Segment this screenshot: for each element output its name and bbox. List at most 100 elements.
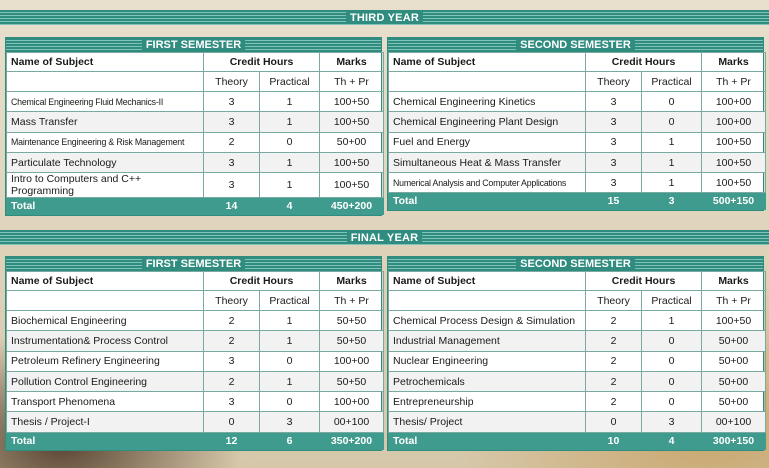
total-theory: 14	[203, 197, 260, 216]
marks-value: 50+00	[701, 391, 766, 413]
table-row: Instrumentation& Process Control 2 1 50+50	[6, 330, 384, 352]
theory-hours: 3	[585, 131, 642, 153]
total-marks: 500+150	[701, 192, 766, 211]
semester-panel-final-first: FIRST SEMESTER Name of Subject Credit Ho…	[5, 256, 384, 451]
table-subheader-row: Theory Practical Th + Pr	[388, 71, 766, 92]
table-row: Intro to Computers and C++ Programming 3 1…	[6, 172, 384, 199]
total-practical: 4	[641, 431, 702, 450]
practical-hours: 1	[641, 309, 702, 332]
theory-hours: 2	[585, 370, 642, 393]
subject-name: Instrumentation& Process Control	[6, 330, 204, 352]
table-row: Nuclear Engineering 2 0 50+00	[388, 350, 766, 372]
table-row: Numerical Analysis and Computer Applicat…	[388, 172, 766, 194]
practical-hours: 0	[641, 111, 702, 133]
subject-name: Mass Transfer	[6, 111, 204, 133]
table-row: Chemical Process Design & Simulation 2 1 10…	[388, 309, 766, 332]
table-row: Biochemical Engineering 2 1 50+50	[6, 309, 384, 332]
subject-name: Biochemical Engineering	[6, 309, 204, 332]
practical-hours: 1	[259, 90, 320, 113]
subject-name: Simultaneous Heat & Mass Transfer	[388, 151, 586, 174]
table-row: Particulate Technology 3 1 100+50	[6, 151, 384, 174]
table-row: Chemical Engineering Kinetics 3 0 100+00	[388, 90, 766, 113]
col-header-thpr: Th + Pr	[319, 290, 384, 311]
practical-hours: 1	[259, 309, 320, 332]
total-theory: 15	[585, 192, 642, 211]
theory-hours: 3	[203, 111, 260, 133]
col-header-thpr: Th + Pr	[701, 290, 766, 311]
col-header-theory: Theory	[585, 290, 642, 311]
total-marks: 450+200	[319, 197, 384, 216]
practical-hours: 0	[641, 370, 702, 393]
total-practical: 6	[259, 431, 320, 450]
year-title: FINAL YEAR	[346, 231, 423, 244]
marks-value: 50+50	[319, 370, 384, 393]
subject-name: Chemical Engineering Plant Design	[388, 111, 586, 133]
col-header-thpr: Th + Pr	[701, 71, 766, 92]
table-header-row: Name of Subject Credit Hours Marks	[6, 271, 384, 291]
col-header-theory: Theory	[585, 71, 642, 92]
theory-hours: 3	[585, 111, 642, 133]
theory-hours: 2	[585, 309, 642, 332]
theory-hours: 2	[203, 131, 260, 153]
marks-value: 00+100	[701, 411, 766, 433]
col-header-theory: Theory	[203, 290, 260, 311]
marks-value: 100+50	[319, 90, 384, 113]
year-title: THIRD YEAR	[345, 11, 424, 24]
col-header-practical: Practical	[259, 290, 320, 311]
table-row: Thesis / Project-I 0 3 00+100	[6, 411, 384, 433]
practical-hours: 1	[259, 111, 320, 133]
col-header-name: Name of Subject	[388, 52, 586, 72]
practical-hours: 0	[641, 350, 702, 372]
subject-name: Maintenance Engineering & Risk Managemen…	[6, 131, 204, 153]
marks-value: 50+00	[319, 131, 384, 153]
theory-hours: 2	[585, 330, 642, 352]
theory-hours: 2	[203, 309, 260, 332]
table-row: Chemical Engineering Fluid Mechanics-II 3…	[6, 90, 384, 113]
table-row: Pollution Control Engineering 2 1 50+50	[6, 370, 384, 393]
subject-name: Petrochemicals	[388, 370, 586, 393]
subject-name: Thesis / Project-I	[6, 411, 204, 433]
marks-value: 100+50	[319, 151, 384, 174]
col-header-name: Name of Subject	[388, 271, 586, 291]
practical-hours: 1	[641, 131, 702, 153]
practical-hours: 0	[259, 391, 320, 413]
total-practical: 4	[259, 197, 320, 216]
marks-value: 100+00	[701, 111, 766, 133]
table-row: Petrochemicals 2 0 50+00	[388, 370, 766, 393]
marks-value: 100+50	[701, 309, 766, 332]
col-header-credit: Credit Hours	[203, 271, 320, 291]
theory-hours: 2	[585, 391, 642, 413]
col-header-theory: Theory	[203, 71, 260, 92]
practical-hours: 0	[259, 350, 320, 372]
total-label: Total	[388, 431, 586, 450]
theory-hours: 3	[203, 350, 260, 372]
subjects-table: Name of Subject Credit Hours Marks Theor…	[388, 271, 766, 450]
year-band-third: THIRD YEAR	[0, 10, 769, 25]
practical-hours: 0	[641, 330, 702, 352]
total-row: Total 12 6 350+200	[6, 431, 384, 450]
semester-header: SECOND SEMESTER	[388, 38, 763, 52]
table-header-row: Name of Subject Credit Hours Marks	[388, 52, 766, 72]
table-row: Industrial Management 2 0 50+00	[388, 330, 766, 352]
col-header-thpr: Th + Pr	[319, 71, 384, 92]
subject-name: Thesis/ Project	[388, 411, 586, 433]
total-marks: 300+150	[701, 431, 766, 450]
marks-value: 50+00	[701, 350, 766, 372]
practical-hours: 3	[259, 411, 320, 433]
table-row: Fuel and Energy 3 1 100+50	[388, 131, 766, 153]
semester-panel-final-second: SECOND SEMESTER Name of Subject Credit H…	[387, 256, 766, 451]
marks-value: 100+00	[319, 391, 384, 413]
theory-hours: 3	[203, 90, 260, 113]
subjects-table: Name of Subject Credit Hours Marks Theor…	[6, 52, 384, 216]
marks-value: 50+00	[701, 330, 766, 352]
subject-name: Pollution Control Engineering	[6, 370, 204, 393]
table-subheader-row: Theory Practical Th + Pr	[6, 290, 384, 311]
theory-hours: 3	[585, 90, 642, 113]
practical-hours: 1	[259, 330, 320, 352]
practical-hours: 3	[641, 411, 702, 433]
theory-hours: 2	[585, 350, 642, 372]
practical-hours: 1	[259, 151, 320, 174]
col-header-practical: Practical	[641, 71, 702, 92]
theory-hours: 2	[203, 370, 260, 393]
semester-header: FIRST SEMESTER	[6, 38, 381, 52]
